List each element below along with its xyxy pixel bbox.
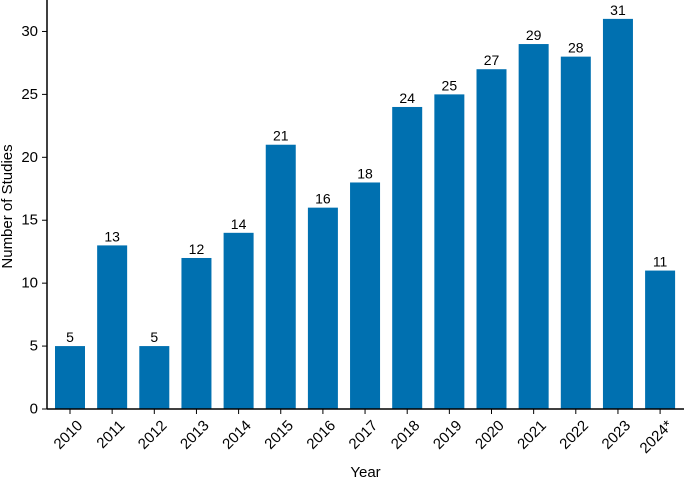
x-tick-label: 2024* [637,417,677,457]
bar-2012 [139,346,170,409]
x-tick-label: 2023 [599,417,635,453]
data-label: 18 [357,165,373,181]
x-tick-label: 2020 [472,417,508,453]
y-tick-label: 15 [21,212,38,229]
x-tick-label: 2014 [219,417,255,453]
y-tick-label: 5 [30,338,38,355]
bar-2021 [518,44,549,410]
bar-2019 [434,94,465,409]
x-tick-label: 2022 [556,417,592,453]
bar-2013 [181,257,212,409]
bar-2022 [560,56,591,409]
data-label: 11 [653,254,668,270]
data-label: 13 [104,228,120,244]
x-tick-label: 2011 [94,417,129,452]
x-tick-label: 2021 [514,417,550,453]
y-tick-label: 20 [21,149,38,166]
x-tick-label: 2016 [303,417,339,453]
x-tick-label: 2012 [135,417,171,453]
x-tick-label: 2010 [51,417,87,453]
y-tick-label: 30 [21,23,38,40]
y-tick-label: 0 [30,401,38,418]
data-label: 28 [568,40,584,56]
data-label: 5 [66,329,74,345]
data-label: 27 [484,52,500,68]
x-axis: 2010 2011 2012 2013 2014 2015 2016 2017 2018 2019… [51,409,677,457]
bar-2020 [476,69,507,409]
bar-2024-star [645,270,676,409]
bar-2023 [602,18,633,409]
y-axis: 0 5 10 15 20 25 30 [21,23,47,418]
data-label: 5 [150,329,158,345]
x-tick-label: 2018 [388,417,424,453]
data-label: 14 [231,216,247,232]
data-label: 21 [273,128,289,144]
bar-2016 [307,207,338,409]
x-axis-title: Year [350,464,380,481]
x-tick-label: 2019 [430,417,466,453]
y-axis-title: Number of Studies [0,144,16,268]
y-tick-label: 25 [21,86,38,103]
data-label: 25 [442,77,458,93]
bar-2018 [392,106,423,409]
x-tick-label: 2017 [346,417,382,453]
data-label: 24 [399,90,415,106]
bar-2011 [97,245,128,409]
data-label: 12 [189,241,205,257]
bar-2015 [265,144,296,409]
data-label: 16 [315,191,331,207]
x-tick-label: 2013 [177,417,213,453]
data-label: 29 [526,27,542,43]
bar-2014 [223,232,254,409]
y-tick-label: 10 [21,275,38,292]
data-label: 31 [610,2,626,18]
bars-layer [55,18,676,410]
bar-2010 [55,346,85,409]
x-tick-label: 2015 [261,417,297,453]
data-labels-layer: 5 13 5 12 14 21 16 18 24 25 27 29 28 31 11 [66,2,667,345]
bar-2017 [350,182,381,409]
